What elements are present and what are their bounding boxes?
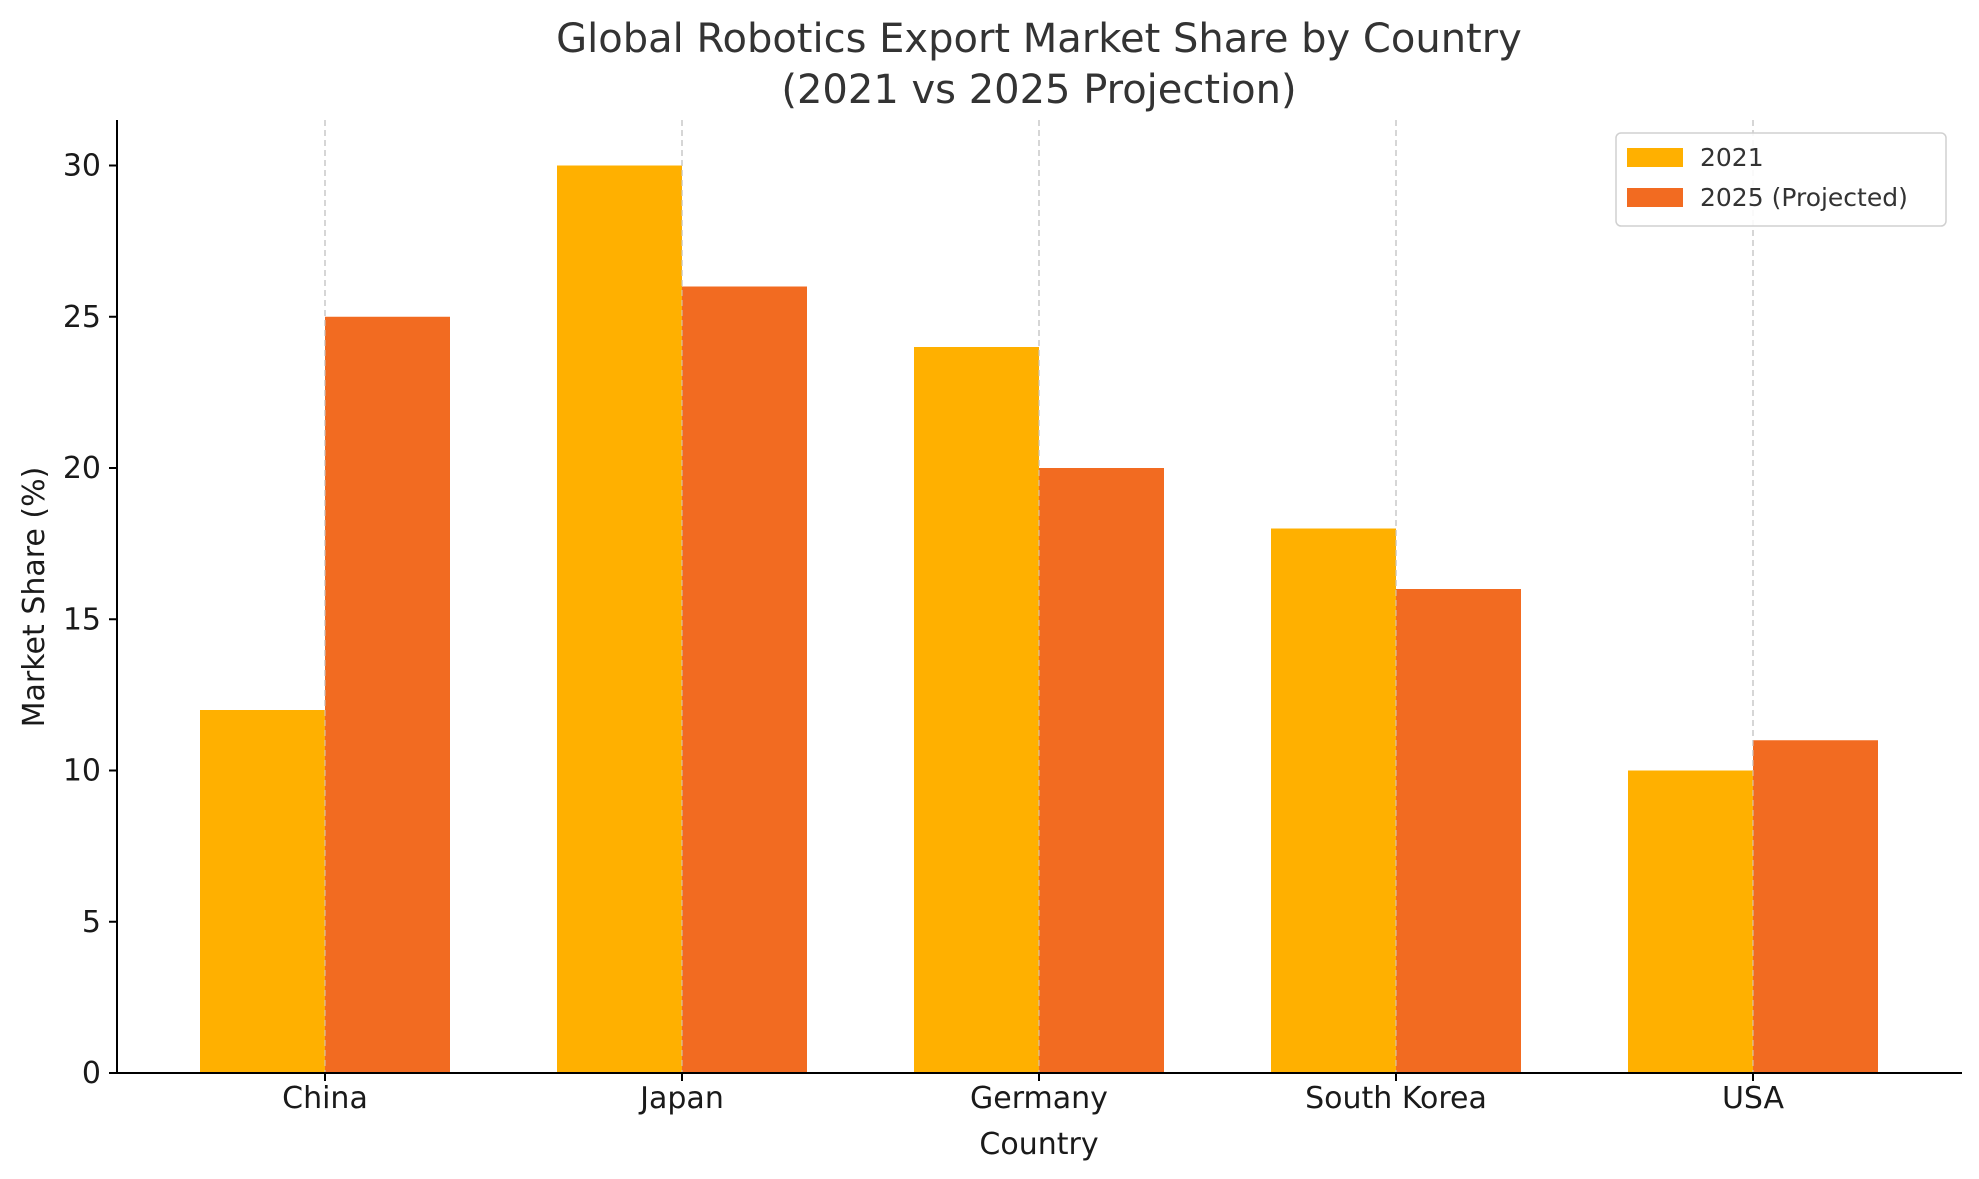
bar-series2-germany [1039, 468, 1164, 1073]
legend-label-1: 2021 [1700, 143, 1764, 172]
bar-series2-china [325, 316, 450, 1073]
y-tick-label-30: 30 [63, 149, 101, 184]
legend-swatch-1 [1627, 148, 1683, 167]
x-tick-label-china: China [282, 1081, 368, 1116]
y-tick-label-5: 5 [82, 905, 101, 940]
bar-series1-germany [914, 347, 1039, 1073]
bar-series1-south-korea [1271, 528, 1396, 1073]
y-tick-label-15: 15 [63, 602, 101, 637]
legend-label-2: 2025 (Projected) [1700, 183, 1908, 212]
y-tick-label-20: 20 [63, 451, 101, 486]
y-tick-label-25: 25 [63, 300, 101, 335]
legend: 2021 2025 (Projected) [1615, 132, 1947, 227]
chart-title: Global Robotics Export Market Share by C… [556, 16, 1522, 62]
bar-series1-usa [1628, 770, 1753, 1073]
bars [200, 120, 1878, 1073]
y-axis-label: Market Share (%) [17, 467, 52, 728]
bar-series1-japan [557, 165, 682, 1073]
y-tick-label-0: 0 [82, 1056, 101, 1091]
x-axis-ticks: China Japan Germany South Korea USA [282, 1073, 1785, 1116]
bar-series2-japan [682, 286, 807, 1073]
x-tick-label-south-korea: South Korea [1305, 1081, 1487, 1116]
bar-series2-usa [1753, 740, 1878, 1073]
bar-series1-china [200, 710, 325, 1073]
y-axis-ticks: 0 5 10 15 20 25 30 [63, 149, 117, 1091]
y-tick-label-10: 10 [63, 754, 101, 789]
legend-frame [1615, 132, 1947, 227]
chart-subtitle: (2021 vs 2025 Projection) [781, 67, 1296, 113]
x-tick-label-germany: Germany [970, 1081, 1108, 1116]
x-tick-label-japan: Japan [638, 1081, 724, 1116]
bar-series2-south-korea [1396, 589, 1521, 1073]
x-tick-label-usa: USA [1722, 1081, 1785, 1116]
legend-swatch-2 [1627, 188, 1683, 207]
x-axis-label: Country [979, 1127, 1098, 1162]
